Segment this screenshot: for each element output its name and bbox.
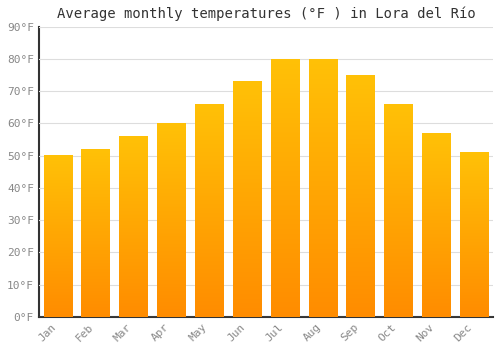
Bar bbox=[308, 59, 337, 317]
Bar bbox=[195, 104, 224, 317]
Bar bbox=[460, 153, 488, 317]
Bar bbox=[233, 82, 261, 317]
Bar bbox=[270, 59, 299, 317]
Title: Average monthly temperatures (°F ) in Lora del Río: Average monthly temperatures (°F ) in Lo… bbox=[56, 7, 476, 21]
Bar bbox=[157, 124, 186, 317]
Bar bbox=[384, 104, 412, 317]
Bar bbox=[346, 75, 375, 317]
Bar bbox=[422, 133, 450, 317]
Bar bbox=[82, 149, 110, 317]
Bar bbox=[119, 136, 148, 317]
Bar bbox=[44, 156, 72, 317]
